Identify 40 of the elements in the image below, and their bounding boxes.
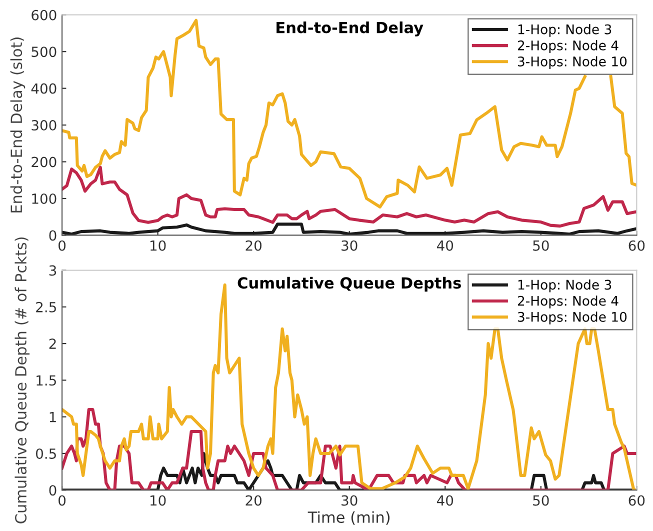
y-tick-label: 0.5: [36, 448, 56, 459]
legend-label: 2-Hops: Node 4: [518, 40, 618, 53]
x-tick-label: 0: [58, 240, 66, 251]
x-tick-label: 30: [342, 495, 358, 506]
legend-label: 1-Hop: Node 3: [518, 280, 612, 292]
y-tick-label: 1.5: [36, 375, 56, 386]
y-tick-label: 300: [32, 120, 56, 131]
x-axis-title: Time (min): [308, 511, 390, 525]
y-axis-title: Cumulative Queue Depth (# of Pckts): [14, 237, 30, 524]
y-tick-label: 200: [32, 156, 56, 168]
line-series: [62, 166, 637, 228]
legend-label: 3-Hops: Node 10: [518, 312, 627, 324]
chart-title: End-to-End Delay: [276, 21, 424, 36]
x-tick-label: 50: [533, 495, 549, 506]
x-tick-label: 20: [246, 495, 262, 506]
y-tick-label: 2: [49, 338, 56, 349]
y-tick-label: 600: [32, 10, 56, 20]
x-tick-label: 0: [58, 495, 66, 506]
y-tick-label: 400: [31, 83, 56, 94]
legend-label: 1-Hop: Node 3: [518, 24, 612, 37]
x-tick-label: 40: [436, 495, 454, 506]
legend-label: 2-Hops: Node 4: [518, 296, 618, 308]
x-tick-label: 10: [150, 240, 166, 251]
x-tick-label: 30: [342, 240, 358, 251]
legend-label: 3-Hops: Node 10: [518, 56, 627, 70]
x-tick-label: 50: [533, 240, 549, 251]
y-tick-label: 100: [32, 193, 56, 204]
x-tick-label: 20: [246, 240, 262, 251]
x-tick-label: 60: [628, 495, 645, 506]
x-tick-label: 60: [628, 240, 645, 251]
y-tick-label: 0: [49, 485, 56, 496]
x-tick-label: 10: [150, 495, 166, 506]
y-tick-label: 2.5: [36, 302, 56, 312]
x-tick-label: 40: [436, 240, 454, 251]
chart-title: Cumulative Queue Depths: [238, 276, 461, 292]
y-axis-title: End-to-End Delay (slot): [10, 38, 26, 212]
y-tick-label: 0: [49, 230, 56, 241]
y-tick-label: 1: [50, 412, 56, 422]
y-tick-label: 3: [49, 265, 56, 276]
y-tick-label: 500: [32, 46, 56, 58]
